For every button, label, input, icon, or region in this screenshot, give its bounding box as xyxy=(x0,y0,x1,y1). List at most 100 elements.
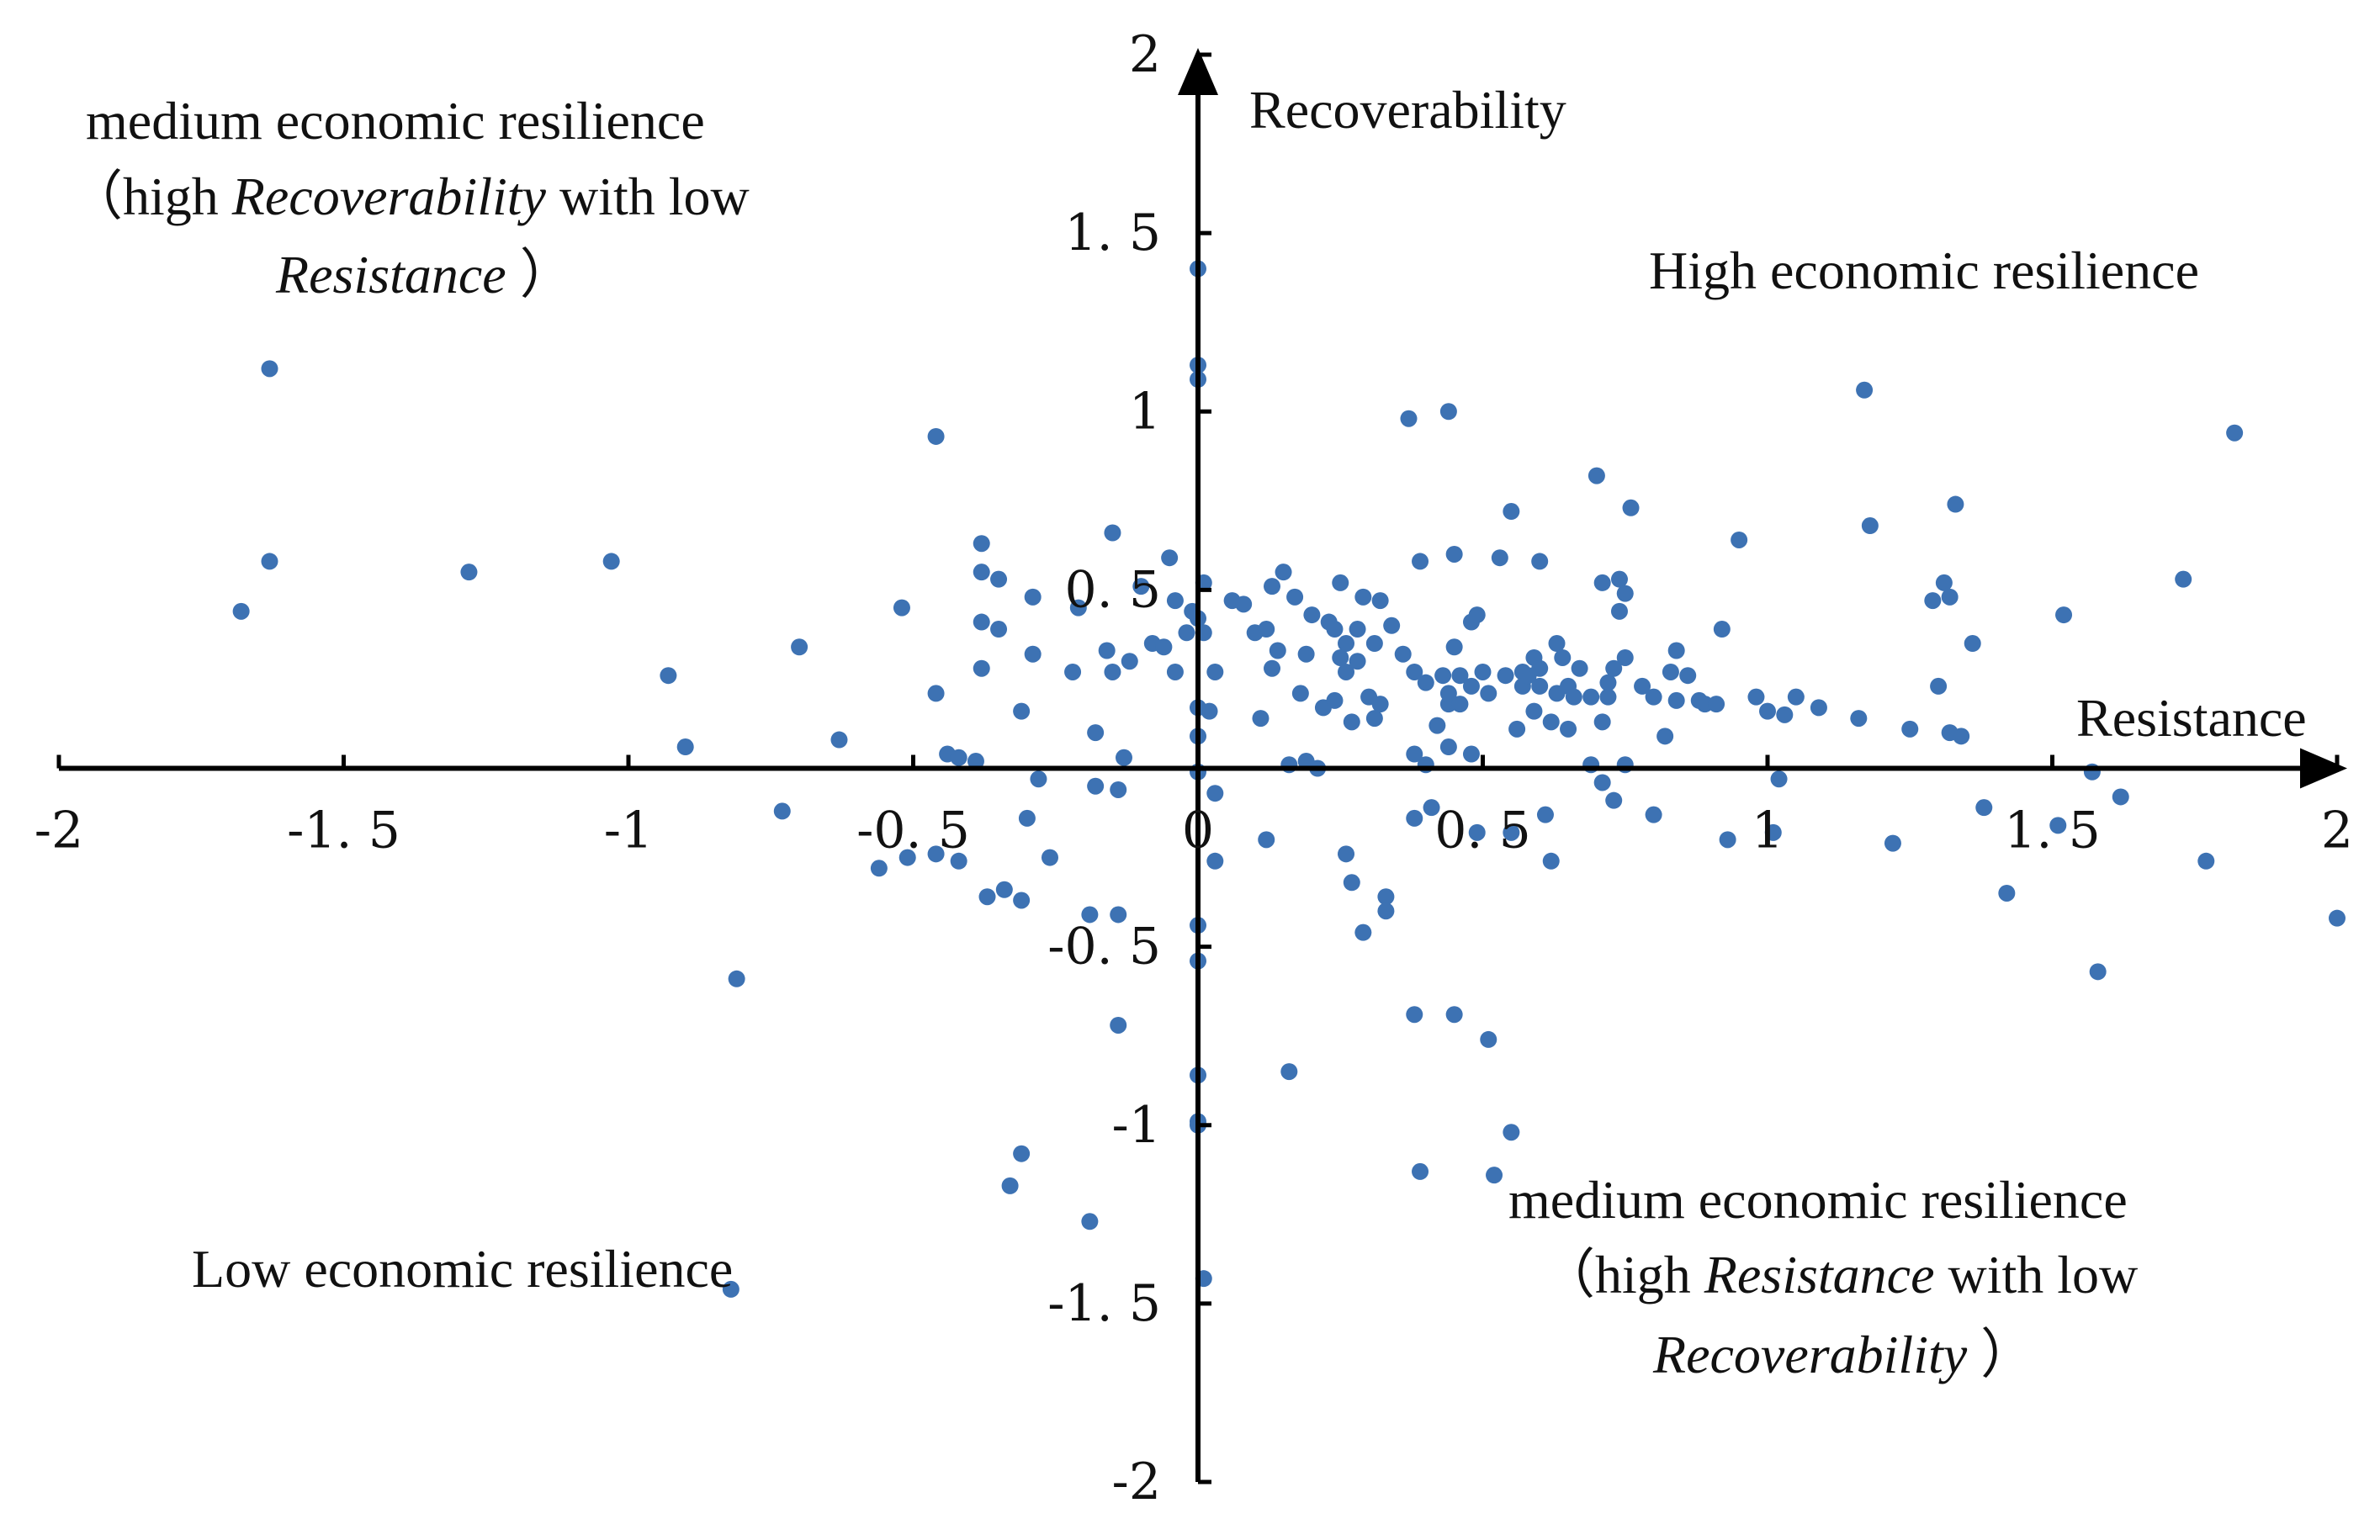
data-point xyxy=(1275,564,1292,581)
data-point xyxy=(1542,852,1560,870)
data-point xyxy=(1343,874,1360,892)
data-point xyxy=(950,852,967,870)
data-point xyxy=(1013,702,1031,720)
data-point xyxy=(1069,599,1087,617)
quadrant-bottom-right-line3: Recoverability ） xyxy=(1652,1325,2034,1384)
data-point xyxy=(950,749,967,766)
x-tick-label: -2 xyxy=(34,802,83,860)
data-point xyxy=(1365,710,1383,728)
data-point xyxy=(1503,1124,1520,1141)
y-axis-title: Recoverability xyxy=(1249,80,1566,140)
data-point xyxy=(1013,1145,1031,1162)
data-point xyxy=(1303,606,1321,624)
data-point xyxy=(1662,663,1679,680)
x-axis-title: Resistance xyxy=(2076,688,2307,748)
data-point xyxy=(2049,817,2067,834)
data-point xyxy=(602,553,620,570)
data-point xyxy=(1634,677,1651,695)
data-point xyxy=(2055,606,2073,624)
data-point xyxy=(2226,424,2244,442)
data-point xyxy=(1326,691,1344,709)
data-point xyxy=(1155,638,1173,656)
data-point xyxy=(1338,663,1355,680)
data-point xyxy=(1759,702,1776,720)
data-point xyxy=(1548,685,1566,702)
data-point xyxy=(1406,745,1423,763)
data-point xyxy=(1343,713,1360,731)
data-point xyxy=(1451,667,1469,685)
data-point xyxy=(1645,688,1662,706)
quadrant-bottom-left-label: Low economic resilience xyxy=(192,1239,733,1299)
data-point xyxy=(1622,499,1640,516)
data-point xyxy=(1377,888,1395,906)
points-layer xyxy=(232,260,2346,1298)
data-point xyxy=(1115,749,1132,766)
data-point xyxy=(1166,592,1184,610)
data-point xyxy=(460,564,478,581)
y-tick-label: -1 xyxy=(1112,1096,1161,1155)
data-point xyxy=(1161,549,1179,567)
data-point xyxy=(1491,549,1508,567)
data-point xyxy=(973,564,990,581)
x-tick-label: -1. 5 xyxy=(287,802,400,860)
data-point xyxy=(1531,659,1549,677)
data-point xyxy=(1708,696,1725,713)
data-point xyxy=(1571,659,1588,677)
data-point xyxy=(1206,663,1224,680)
data-point xyxy=(1610,602,1628,620)
data-point xyxy=(2089,963,2107,981)
data-point xyxy=(1024,588,1042,606)
data-point xyxy=(1365,635,1383,653)
data-point xyxy=(1024,645,1042,663)
x-tick-label: -0. 5 xyxy=(856,802,970,860)
data-point xyxy=(1178,624,1195,642)
y-tick-label: -0. 5 xyxy=(1047,918,1161,976)
data-point xyxy=(1201,702,1218,720)
data-point xyxy=(1731,531,1748,548)
quadrant-top-left-line3: Resistance ） xyxy=(275,245,574,304)
data-point xyxy=(1497,667,1514,685)
ticks-layer: -2 -1. 5 -1 -0. 5 0 0. 5 1 1. 5 2 2 1. 5 1 0. 5 -0. 5… xyxy=(34,25,2353,1511)
data-point xyxy=(1280,1063,1298,1081)
x-tick-label: 2 xyxy=(2321,802,2353,860)
data-point xyxy=(1406,663,1423,680)
data-point xyxy=(1377,902,1395,920)
data-point xyxy=(1536,806,1554,823)
data-point xyxy=(1667,642,1685,659)
data-point xyxy=(1593,713,1611,731)
y-tick-label: -1. 5 xyxy=(1047,1274,1161,1333)
data-point xyxy=(1041,849,1058,866)
data-point xyxy=(1264,659,1281,677)
data-point xyxy=(927,685,945,702)
x-tick-label: 1. 5 xyxy=(2004,802,2101,860)
data-point xyxy=(1964,635,1981,653)
data-point xyxy=(1593,774,1611,791)
data-point xyxy=(1258,831,1275,849)
quadrant-bottom-right-line3-italic: Recoverability xyxy=(1652,1325,1968,1384)
data-point xyxy=(1354,588,1372,606)
data-point xyxy=(927,427,945,445)
data-point xyxy=(1297,645,1315,663)
data-point xyxy=(1924,592,1942,610)
data-point xyxy=(1264,578,1281,595)
quadrant-top-left-line3-italic: Resistance xyxy=(275,245,506,304)
data-point xyxy=(1110,781,1127,798)
data-point xyxy=(1747,688,1765,706)
y-tick-label: 2 xyxy=(1129,25,1161,84)
data-point xyxy=(1679,667,1697,685)
data-point xyxy=(1121,653,1138,670)
data-point xyxy=(1394,645,1412,663)
data-point xyxy=(1713,621,1731,638)
quadrant-bottom-right-line2: （high Resistance with low xyxy=(1541,1245,2138,1305)
data-point xyxy=(967,753,984,770)
data-point xyxy=(1468,823,1486,841)
data-point xyxy=(1326,621,1344,638)
data-point xyxy=(990,570,1008,588)
data-point xyxy=(1468,606,1486,624)
data-point xyxy=(1884,834,1901,852)
data-point xyxy=(232,602,250,620)
data-point xyxy=(1645,806,1662,823)
data-point xyxy=(1371,696,1389,713)
data-point xyxy=(1941,588,1959,606)
